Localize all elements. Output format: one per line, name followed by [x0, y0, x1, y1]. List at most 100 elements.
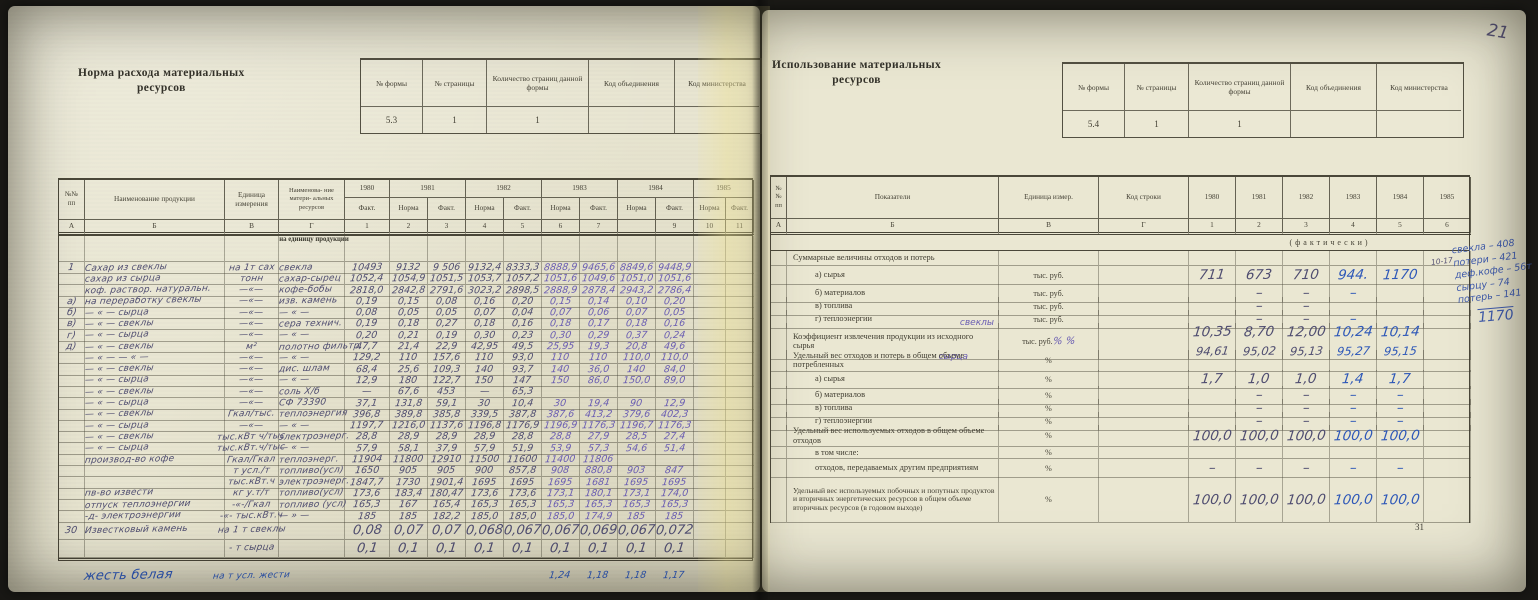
value-cell: 0,1	[542, 539, 580, 558]
value-cell: 25,6	[390, 363, 428, 376]
value-cell: 1170	[1377, 266, 1424, 285]
value-cell: 93,0	[504, 352, 542, 365]
header-cell: Факт.	[504, 198, 542, 220]
value-cell: 12910	[428, 454, 466, 467]
value-cell	[726, 341, 754, 354]
value-cell	[656, 236, 694, 262]
form-header-cell: № формы	[361, 60, 423, 106]
value-cell: 93,7	[504, 363, 542, 376]
value-cell: 880,8	[580, 465, 618, 478]
value-cell	[390, 236, 428, 262]
unit-cell: —«—	[225, 329, 279, 342]
value-cell: 1053,7	[466, 273, 504, 286]
value-cell	[726, 521, 754, 540]
unit-cell: Гкал/Гкал	[225, 454, 279, 467]
value-cell: 0,05	[428, 307, 466, 320]
value-cell: 339,5	[466, 409, 504, 421]
row-number-cell	[59, 386, 85, 399]
unit-cell: %	[999, 412, 1099, 431]
header-cell: 3	[428, 220, 466, 235]
value-cell: 110,0	[656, 352, 694, 365]
value-cell: 0,18	[542, 318, 580, 331]
product-cell	[85, 465, 225, 478]
header-cell: №№ пп	[771, 177, 787, 219]
value-cell: 9465,6	[580, 262, 618, 274]
row-number-cell	[771, 370, 787, 389]
table-row: Удельный вес используемых отходов в обще…	[771, 425, 1471, 447]
resource-cell	[279, 236, 345, 262]
row-number-cell	[59, 397, 85, 410]
value-cell: 180,1	[580, 488, 618, 500]
value-cell: 28,8	[345, 431, 390, 444]
value-cell: 22,9	[428, 341, 466, 354]
value-cell: 100,0	[1189, 477, 1236, 523]
header-cell: 1985	[1424, 177, 1471, 219]
value-cell: 100,0	[1236, 477, 1283, 523]
right-table-body: Суммарные величины отходов и потерь а) с…	[770, 251, 1471, 523]
resource-cell: полотно фильтр.	[278, 340, 364, 354]
value-cell: 847	[656, 465, 694, 478]
unit-cell: —«—	[225, 318, 279, 331]
value-cell: 0,23	[504, 330, 542, 342]
value-cell: 1901,4	[428, 476, 466, 489]
value-cell	[1236, 251, 1283, 266]
page-number: 31	[1415, 522, 1424, 532]
indicator-label-cell: в) топлива	[787, 297, 999, 316]
unit-cell: %	[999, 350, 1099, 372]
header-cell: 5	[504, 220, 542, 235]
value-cell: 0,1	[466, 539, 504, 558]
value-cell	[504, 236, 542, 262]
value-cell: 857,8	[504, 465, 542, 478]
value-cell: 183,4	[390, 488, 428, 500]
value-cell: 0,07	[542, 307, 580, 320]
table-row: — « — — « — —«— — « — 129,2 110 157,6 110 93…	[59, 352, 754, 365]
value-cell: 173,6	[466, 488, 504, 500]
row-number-cell	[59, 487, 85, 500]
row-number-cell	[771, 477, 787, 523]
value-cell: 0,24	[656, 330, 694, 342]
value-cell: 1695	[656, 476, 694, 489]
value-cell	[726, 284, 754, 297]
header-cell: Норма	[618, 198, 656, 220]
value-cell	[694, 539, 726, 558]
unit-cell: —«—	[225, 420, 279, 433]
row-number-cell	[59, 431, 85, 444]
header-cell: Норма	[694, 198, 726, 220]
value-cell: 100,0	[1189, 425, 1236, 447]
header-cell: Показатели	[787, 177, 999, 219]
unit-cell: тыс.кВт.ч	[225, 476, 279, 489]
value-cell	[1424, 425, 1471, 447]
value-cell: 387,6	[542, 409, 580, 421]
header-cell: Наименование продукции	[85, 180, 225, 220]
unit-cell: тыс. руб.	[999, 310, 1099, 329]
resource-cell: теплоэнергия	[278, 408, 349, 421]
value-cell: 165,3	[466, 499, 504, 512]
value-cell	[656, 386, 694, 399]
product-cell: отпуск теплоэнергии	[84, 499, 225, 512]
header-cell: В	[225, 220, 279, 235]
value-cell: 173,6	[504, 488, 542, 500]
value-cell	[694, 408, 726, 421]
value-cell: 1196,9	[542, 420, 580, 433]
value-cell: 8849,6	[618, 262, 656, 274]
value-cell: 57,3	[580, 443, 618, 455]
header-cell: 1	[1189, 219, 1236, 235]
value-cell: 150	[466, 375, 504, 387]
value-cell: 396,8	[345, 409, 390, 421]
table-row: 1 Сахар из свеклы на 1т сах свекла 10493…	[59, 262, 754, 274]
value-cell: 9132	[390, 262, 428, 274]
row-number-cell: б)	[59, 307, 85, 320]
form-header-cell: № страницы	[423, 60, 487, 106]
value-cell: 53,9	[542, 443, 580, 455]
value-cell: 2786,4	[656, 284, 694, 297]
unit-note: на единицу продукции	[279, 236, 349, 243]
value-cell: 2842,8	[390, 284, 428, 297]
value-cell	[694, 420, 726, 433]
value-cell	[466, 236, 504, 262]
value-cell	[694, 510, 726, 523]
value-cell: 0,20	[656, 296, 694, 308]
product-cell: — « — свеклы	[84, 318, 225, 331]
form-value-cell	[675, 106, 759, 133]
value-cell: 905	[428, 465, 466, 478]
form-value-cell: 1	[1189, 110, 1291, 137]
